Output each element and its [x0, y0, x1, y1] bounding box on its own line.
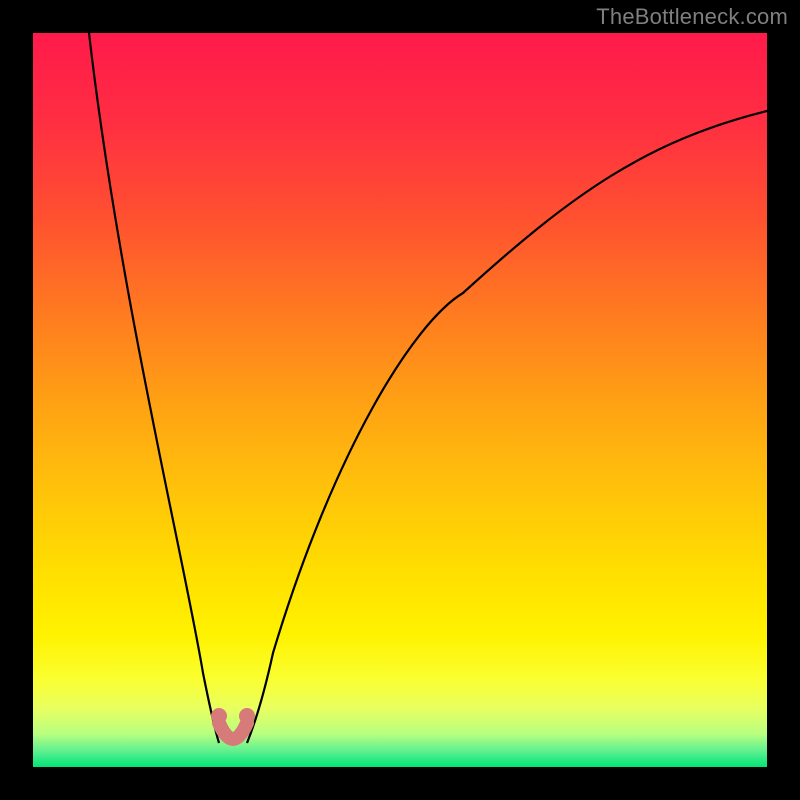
valley-dot-left [211, 708, 227, 724]
plot-svg [33, 33, 767, 767]
bottleneck-curve-right [247, 111, 767, 743]
watermark-text: TheBottleneck.com [596, 4, 788, 30]
gradient-plot-area [33, 33, 767, 767]
gradient-rect [33, 33, 767, 767]
valley-u-marker [219, 723, 247, 739]
valley-dot-right [239, 708, 255, 724]
bottleneck-curve-left [89, 33, 219, 743]
